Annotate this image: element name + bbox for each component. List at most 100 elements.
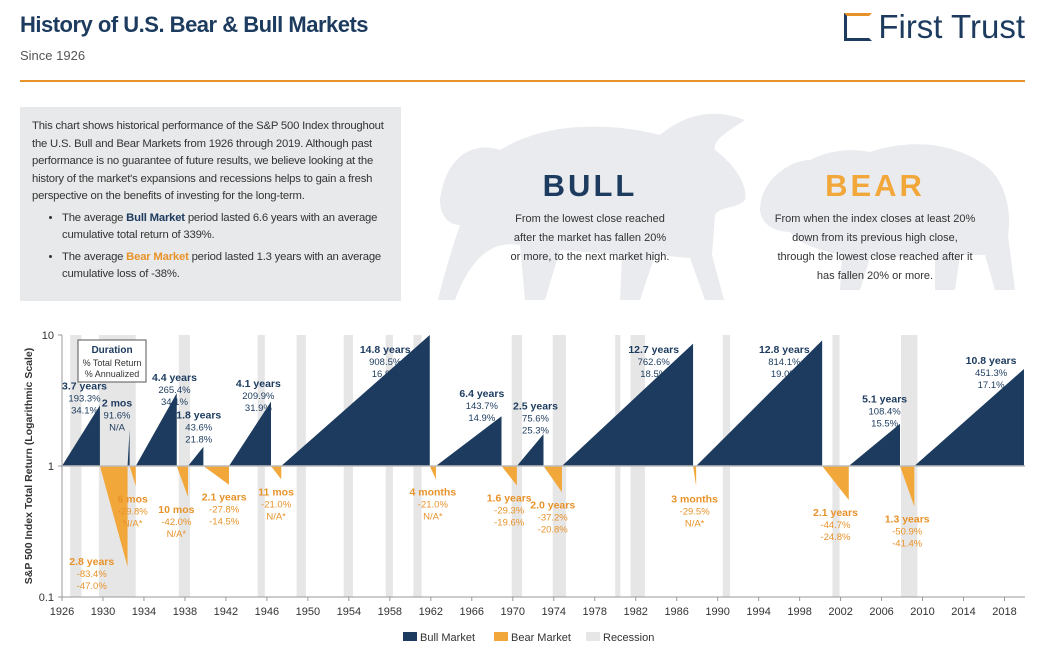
period-duration: 4.1 years	[236, 378, 281, 390]
bull-area	[228, 401, 271, 466]
period-duration: 3 months	[671, 493, 718, 505]
period-total-return: -42.0%	[161, 517, 192, 528]
emphasis: Bear Market	[126, 250, 189, 263]
x-tick-label: 1926	[50, 606, 74, 618]
period-annualized: -47.0%	[77, 581, 108, 592]
x-tick-label: 1954	[337, 606, 361, 618]
text: The average	[62, 250, 127, 263]
period-total-return: -29.5%	[680, 506, 711, 517]
bear-area	[543, 466, 562, 493]
bull-area	[127, 429, 130, 466]
y-tick-label: 10	[42, 330, 54, 342]
bull-definition: BULL From the lowest close reached after…	[510, 168, 670, 267]
period-annualized: -14.5%	[209, 517, 240, 528]
period-total-return: -29.8%	[118, 506, 149, 517]
period-annualized: N/A*	[685, 518, 705, 529]
emphasis: Bull Market	[126, 211, 185, 224]
period-annualized: 16.9%	[372, 369, 399, 380]
period-duration: 2.1 years	[813, 507, 858, 519]
x-tick-label: 1934	[132, 606, 156, 618]
period-duration: 14.8 years	[360, 344, 411, 356]
x-tick-label: 1962	[419, 606, 443, 618]
period-annualized: N/A*	[167, 529, 187, 540]
bull-area	[696, 340, 823, 466]
y-tick-label: 0.1	[39, 592, 54, 604]
intro-box: This chart shows historical performance …	[20, 107, 401, 301]
period-duration: 2.8 years	[69, 556, 114, 568]
x-tick-label: 1974	[542, 606, 566, 618]
title: History of U.S. Bear & Bull Markets	[20, 12, 369, 37]
definition-title: BEAR	[825, 168, 925, 203]
period-total-return: -37.2%	[538, 512, 569, 523]
period-total-return: 265.4%	[158, 385, 191, 396]
bear-area	[822, 466, 849, 501]
period-annualized: N/A*	[266, 511, 286, 522]
x-tick-label: 2002	[828, 606, 852, 618]
period-total-return: 451.3%	[975, 368, 1008, 379]
period-total-return: -44.7%	[820, 520, 851, 531]
x-tick-label: 1986	[664, 606, 688, 618]
bear-area	[270, 466, 282, 480]
legend-swatch	[586, 632, 600, 641]
bear-area	[501, 466, 517, 486]
bear-area	[203, 466, 229, 485]
intro-bullets: The average Bull Market period lasted 6.…	[32, 210, 389, 284]
x-tick-label: 1990	[705, 606, 729, 618]
period-annualized: N/A*	[123, 518, 143, 529]
period-annualized: 17.1%	[978, 380, 1005, 391]
key-line: % Total Return	[83, 358, 142, 368]
period-duration: 11 mos	[258, 486, 294, 498]
bull-silhouette	[438, 113, 746, 300]
period-duration: 2.5 years	[513, 401, 558, 413]
period-total-return: -50.9%	[892, 527, 923, 538]
period-annualized: 15.5%	[871, 418, 898, 429]
intro-bullet: The average Bull Market period lasted 6.…	[62, 210, 389, 245]
definition-text: From when the index closes at least 20% …	[774, 213, 976, 282]
divider	[20, 80, 1025, 82]
period-total-return: -21.0%	[261, 499, 292, 510]
period-duration: 12.7 years	[628, 344, 679, 356]
bull-area	[135, 393, 177, 466]
x-tick-label: 2006	[869, 606, 893, 618]
period-duration: 1.6 years	[487, 492, 532, 504]
period-duration: 4 months	[410, 486, 457, 498]
x-tick-label: 1938	[173, 606, 197, 618]
bear-area	[129, 466, 136, 487]
period-annualized: -20.8%	[538, 524, 569, 535]
text: The average	[62, 211, 127, 224]
legend-label: Recession	[603, 632, 654, 644]
period-duration: 2.1 years	[202, 492, 247, 504]
legend-label: Bull Market	[420, 632, 475, 644]
x-tick-label: 2018	[992, 606, 1016, 618]
period-annualized: 25.3%	[522, 426, 549, 437]
logo: First Trust	[844, 8, 1025, 46]
bull-area	[62, 405, 100, 466]
x-tick-label: 1942	[214, 606, 238, 618]
period-duration: 6 mos	[118, 493, 149, 505]
period-duration: 10.8 years	[966, 355, 1017, 367]
period-annualized: 21.8%	[185, 435, 212, 446]
text: period lasted 6.6 years with an average …	[62, 211, 378, 242]
period-total-return: 143.7%	[466, 401, 499, 412]
period-total-return: -29.3%	[494, 505, 525, 516]
period-duration: 2.0 years	[530, 499, 575, 511]
period-total-return: 91.6%	[104, 410, 131, 421]
x-tick-label: 1970	[501, 606, 525, 618]
period-duration: 10 mos	[158, 504, 194, 516]
period-annualized: 34.1%	[71, 406, 98, 417]
bear-area	[900, 466, 915, 507]
key-box	[77, 339, 147, 383]
definition-title: BULL	[542, 168, 638, 203]
period-duration: 1.3 years	[885, 514, 930, 526]
period-annualized: 31.9%	[245, 403, 272, 414]
x-tick-label: 1946	[255, 606, 279, 618]
x-tick-label: 2010	[910, 606, 934, 618]
key-title: Duration	[91, 345, 132, 356]
x-tick-label: 2014	[951, 606, 975, 618]
definition-text: From the lowest close reached after the …	[510, 213, 670, 263]
period-annualized: -19.6%	[494, 517, 525, 528]
x-tick-label: 1958	[378, 606, 402, 618]
period-annualized: -41.4%	[892, 539, 923, 550]
x-tick-label: 1950	[296, 606, 320, 618]
